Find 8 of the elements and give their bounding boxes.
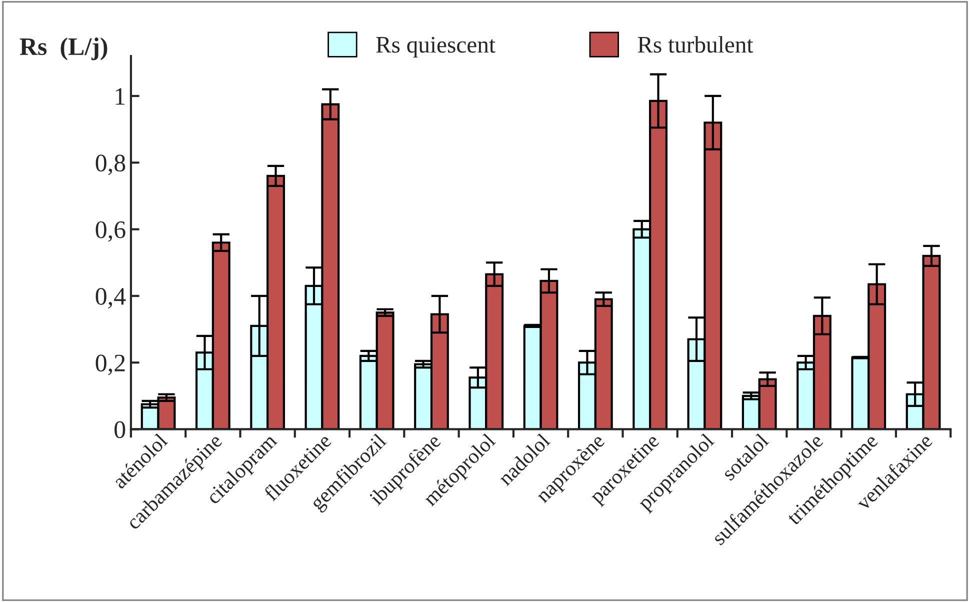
y-tick-label: 0,2 [96,354,125,376]
y-tick-label: 1 [116,88,125,105]
y-tick-label: 0,4 [96,288,126,308]
y-axis-title: Rs (L/j) [20,38,108,60]
y-tick-label: 0,8 [96,154,126,176]
legend-label: Rs turbulent [638,36,754,53]
y-tick-label: 0,6 [96,221,126,242]
legend-label: Rs quiescent [376,36,496,58]
